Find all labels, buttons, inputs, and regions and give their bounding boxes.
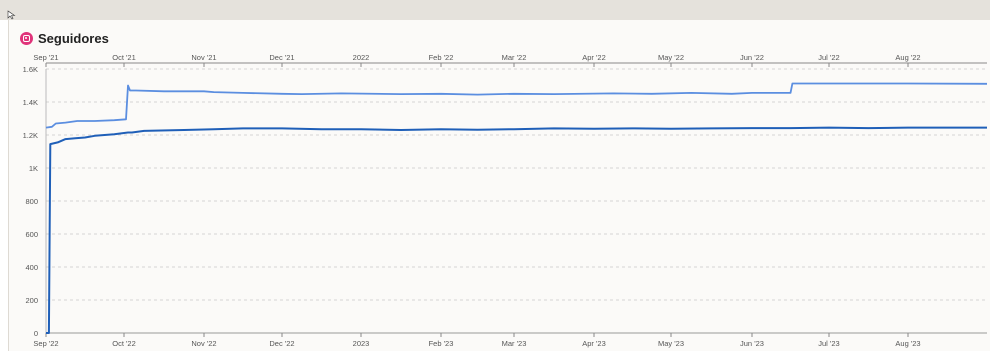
y-tick-label: 400 bbox=[25, 263, 38, 272]
series-line-previous bbox=[46, 84, 987, 128]
top-x-tick-label: Nov '21 bbox=[191, 53, 216, 62]
top-x-tick-label: Aug '22 bbox=[895, 53, 920, 62]
bottom-x-tick-label: Apr '23 bbox=[582, 339, 606, 348]
series-line-current bbox=[46, 128, 987, 333]
y-tick-label: 800 bbox=[25, 197, 38, 206]
y-tick-label: 1.2K bbox=[23, 131, 38, 140]
y-tick-label: 1K bbox=[29, 164, 38, 173]
top-x-tick-label: Oct '21 bbox=[112, 53, 136, 62]
top-x-tick-label: Apr '22 bbox=[582, 53, 606, 62]
top-x-tick-label: 2022 bbox=[353, 53, 370, 62]
y-tick-label: 1.6K bbox=[23, 65, 38, 74]
top-x-tick-label: Jul '22 bbox=[818, 53, 839, 62]
y-tick-label: 600 bbox=[25, 230, 38, 239]
y-tick-label: 1.4K bbox=[23, 98, 38, 107]
bottom-x-tick-label: Aug '23 bbox=[895, 339, 920, 348]
top-x-tick-label: Sep '21 bbox=[33, 53, 58, 62]
bottom-x-tick-label: Mar '23 bbox=[502, 339, 527, 348]
bottom-x-tick-label: May '23 bbox=[658, 339, 684, 348]
bottom-x-tick-label: Jun '23 bbox=[740, 339, 764, 348]
y-tick-label: 200 bbox=[25, 296, 38, 305]
top-x-tick-label: Dec '21 bbox=[269, 53, 294, 62]
bottom-x-tick-label: Sep '22 bbox=[33, 339, 58, 348]
top-x-tick-label: Mar '22 bbox=[502, 53, 527, 62]
bottom-x-tick-label: Oct '22 bbox=[112, 339, 136, 348]
bottom-x-tick-label: 2023 bbox=[353, 339, 370, 348]
bottom-x-tick-label: Feb '23 bbox=[429, 339, 454, 348]
bottom-x-tick-label: Nov '22 bbox=[191, 339, 216, 348]
top-x-tick-label: Feb '22 bbox=[429, 53, 454, 62]
top-x-tick-label: Jun '22 bbox=[740, 53, 764, 62]
y-tick-label: 0 bbox=[34, 329, 38, 338]
bottom-x-tick-label: Dec '22 bbox=[269, 339, 294, 348]
top-x-tick-label: May '22 bbox=[658, 53, 684, 62]
bottom-x-tick-label: Jul '23 bbox=[818, 339, 839, 348]
